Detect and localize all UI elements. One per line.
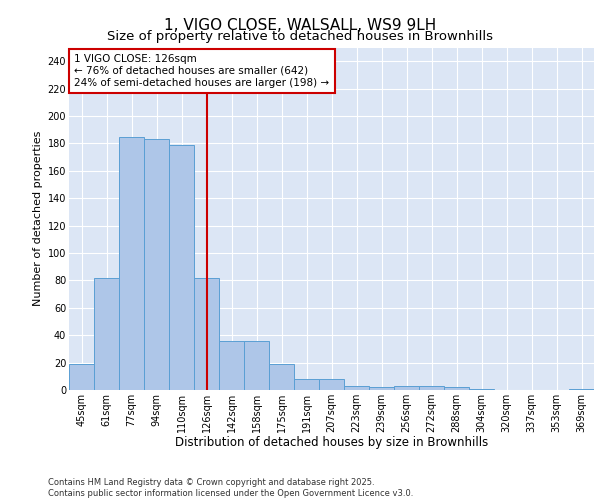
Bar [319,379,344,390]
Bar [194,278,219,390]
Bar [119,136,144,390]
Bar [294,379,319,390]
X-axis label: Distribution of detached houses by size in Brownhills: Distribution of detached houses by size … [175,436,488,450]
Text: Size of property relative to detached houses in Brownhills: Size of property relative to detached ho… [107,30,493,43]
Bar [444,388,469,390]
Bar [169,145,194,390]
Bar [144,140,169,390]
Bar [569,388,594,390]
Bar [469,388,494,390]
Bar [269,364,294,390]
Bar [394,386,419,390]
Bar [94,278,119,390]
Bar [419,386,444,390]
Bar [219,340,244,390]
Bar [69,364,94,390]
Y-axis label: Number of detached properties: Number of detached properties [34,131,43,306]
Text: Contains HM Land Registry data © Crown copyright and database right 2025.
Contai: Contains HM Land Registry data © Crown c… [48,478,413,498]
Bar [244,340,269,390]
Text: 1 VIGO CLOSE: 126sqm
← 76% of detached houses are smaller (642)
24% of semi-deta: 1 VIGO CLOSE: 126sqm ← 76% of detached h… [74,54,329,88]
Bar [344,386,369,390]
Bar [369,388,394,390]
Text: 1, VIGO CLOSE, WALSALL, WS9 9LH: 1, VIGO CLOSE, WALSALL, WS9 9LH [164,18,436,32]
